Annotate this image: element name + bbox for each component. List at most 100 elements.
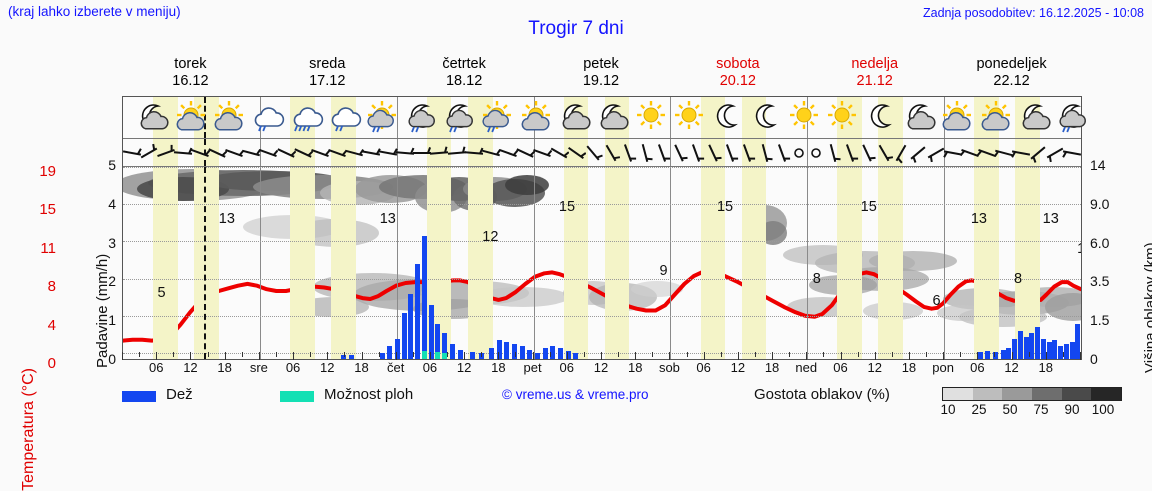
day-name: torek xyxy=(174,56,207,72)
precipitation-bar xyxy=(1063,344,1069,359)
horizontal-gridline xyxy=(123,279,1081,280)
precipitation-bar xyxy=(435,323,441,359)
temperature-value-label: 12 xyxy=(482,229,499,245)
x-axis-day-boundary-label: pet xyxy=(523,360,542,375)
copyright-label[interactable]: © vreme.us & vreme.pro xyxy=(502,387,649,402)
precipitation-axis-title: Padavine (mm/h) xyxy=(78,168,111,368)
wind-barb xyxy=(258,139,279,167)
wind-barb xyxy=(823,139,843,167)
precipitation-bar xyxy=(519,345,525,359)
wind-barb xyxy=(464,139,484,167)
x-tick xyxy=(977,352,979,360)
x-tick xyxy=(344,352,346,357)
weather-icon-night-cloudy xyxy=(134,100,170,134)
wind-barb xyxy=(686,139,706,167)
day-date: 22.12 xyxy=(993,73,1030,89)
meteogram-plot[interactable]: 5 13 13 12 15 9 15 8 15 6 13 8 13 10 xyxy=(122,96,1087,360)
cloud-height-tick-3: 3.5 xyxy=(1090,273,1110,290)
day-header-4: sobota 20.12 xyxy=(669,56,806,90)
x-tick xyxy=(293,352,295,360)
shower-legend-label: Možnost ploh xyxy=(324,386,414,403)
weather-icon-band xyxy=(123,97,1087,139)
temperature-tick-2: 11 xyxy=(40,239,56,257)
precipitation-bar xyxy=(985,350,991,359)
x-axis-day-boundary-label: ned xyxy=(795,360,818,375)
wind-barb xyxy=(1045,139,1065,167)
wind-barb xyxy=(122,139,142,167)
wind-barb xyxy=(412,139,432,167)
x-axis-label: 06 xyxy=(422,360,438,375)
x-tick xyxy=(395,352,397,360)
x-tick xyxy=(823,352,825,357)
x-tick xyxy=(703,352,705,360)
weather-icon-sun xyxy=(671,100,707,134)
temperature-value-label: 13 xyxy=(970,211,987,227)
cloud-scale-number: 90 xyxy=(1064,402,1080,417)
day-date: 21.12 xyxy=(856,73,893,89)
weather-icon-night-cloudy xyxy=(594,100,630,134)
precipitation-bar xyxy=(527,349,533,359)
cloud-scale-step-4 xyxy=(1061,388,1092,400)
weather-icon-sun-cloud xyxy=(173,100,209,134)
x-tick xyxy=(908,352,910,360)
x-tick xyxy=(515,352,517,357)
x-tick xyxy=(1062,352,1064,357)
x-axis-label: 18 xyxy=(354,360,369,375)
daylight-band xyxy=(467,167,493,359)
wind-barb xyxy=(310,139,330,167)
weather-icon-sun-cloud xyxy=(211,100,247,134)
horizontal-gridline xyxy=(123,316,1081,317)
temperature-value-label: 5 xyxy=(157,285,166,301)
wind-barb xyxy=(361,139,381,167)
x-axis-label: 12 xyxy=(1004,360,1019,375)
x-tick xyxy=(447,352,449,357)
precipitation-bar xyxy=(428,305,434,359)
daylight-band xyxy=(604,167,630,359)
day-separator xyxy=(533,167,535,359)
day-separator xyxy=(259,167,261,359)
precipitation-bar xyxy=(469,351,475,359)
temperature-tick-5: 0 xyxy=(47,355,56,372)
weather-icon-night-cloud-rain xyxy=(441,100,477,134)
location-menu-note: (kraj lahko izberete v meniju) xyxy=(8,4,181,19)
daylight-band xyxy=(289,167,315,359)
wind-barb xyxy=(806,139,826,167)
weather-icon-sun-cloud xyxy=(518,100,554,134)
daylight-band xyxy=(878,139,904,166)
daylight-band xyxy=(194,167,219,359)
x-tick xyxy=(122,352,123,360)
precipitation-bar xyxy=(557,347,563,359)
precipitation-bar xyxy=(1029,332,1035,359)
wind-barb xyxy=(959,139,980,167)
precipitation-tick-1: 4 xyxy=(108,195,116,212)
weather-icon-night-cloudy xyxy=(901,100,937,134)
temperature-value-label: 13 xyxy=(379,211,396,227)
precipitation-bar xyxy=(458,349,464,359)
x-tick xyxy=(618,352,620,357)
x-tick xyxy=(139,352,141,357)
daylight-band xyxy=(878,97,904,138)
precipitation-bar xyxy=(421,236,427,359)
chart-legend: Dež Možnost ploh © vreme.us & vreme.pro … xyxy=(122,386,1142,426)
day-header-6: ponedeljek 22.12 xyxy=(943,56,1080,90)
horizontal-gridline xyxy=(123,241,1081,242)
horizontal-gridline xyxy=(123,353,1081,354)
precipitation-bar xyxy=(1012,338,1018,359)
temperature-value-label: 13 xyxy=(218,211,235,227)
x-tick xyxy=(686,352,688,357)
x-axis-ticks xyxy=(122,352,1082,360)
wind-barb xyxy=(429,139,449,167)
cloud-scale-step-0 xyxy=(943,388,973,400)
shower-color-swatch xyxy=(280,391,314,402)
day-name: nedelja xyxy=(851,56,899,72)
x-axis-label: 12 xyxy=(320,360,335,375)
wind-barb xyxy=(378,139,398,167)
wind-barb xyxy=(207,139,228,167)
weather-icon-night-cloudy xyxy=(556,100,592,134)
x-tick xyxy=(327,352,329,360)
precipitation-bar xyxy=(496,340,502,359)
cloud-height-tick-2: 6.0 xyxy=(1090,234,1110,251)
weather-icon-sun-cloud-rain xyxy=(479,100,515,134)
temperature-value-label: 15 xyxy=(860,199,877,215)
precipitation-bar xyxy=(511,344,517,359)
